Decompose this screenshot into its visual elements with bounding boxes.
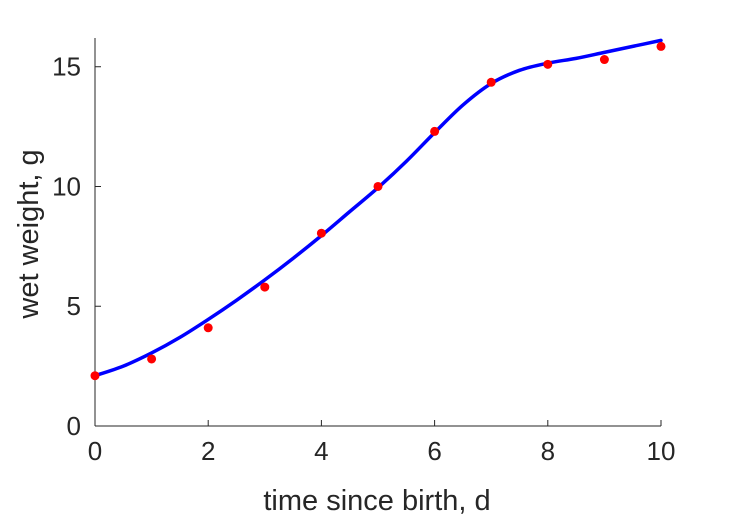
y-tick-label: 15 xyxy=(52,52,81,82)
y-axis-label: wet weight, g xyxy=(13,149,45,319)
x-tick-label: 4 xyxy=(314,436,328,466)
x-tick-label: 10 xyxy=(647,436,676,466)
y-tick-label: 5 xyxy=(67,291,81,321)
x-tick-label: 8 xyxy=(541,436,555,466)
data-point xyxy=(203,323,213,333)
data-point xyxy=(260,282,270,292)
plot-area xyxy=(90,38,666,381)
data-point xyxy=(316,228,326,238)
data-point xyxy=(90,371,100,381)
data-point xyxy=(430,126,440,136)
x-tick-label: 0 xyxy=(88,436,102,466)
y-tick-label: 0 xyxy=(67,411,81,441)
data-point xyxy=(373,181,383,191)
data-point xyxy=(543,59,553,69)
fit-line xyxy=(93,38,663,378)
x-tick-label: 6 xyxy=(427,436,441,466)
axes: 0 2 4 6 8 10 0 5 10 15 xyxy=(52,38,675,466)
data-point xyxy=(147,354,157,364)
data-point xyxy=(486,77,496,87)
x-axis-label: time since birth, d xyxy=(263,485,490,517)
x-tick-label: 2 xyxy=(201,436,215,466)
data-point xyxy=(656,41,666,51)
y-tick-label: 10 xyxy=(52,171,81,201)
data-point xyxy=(599,55,609,65)
